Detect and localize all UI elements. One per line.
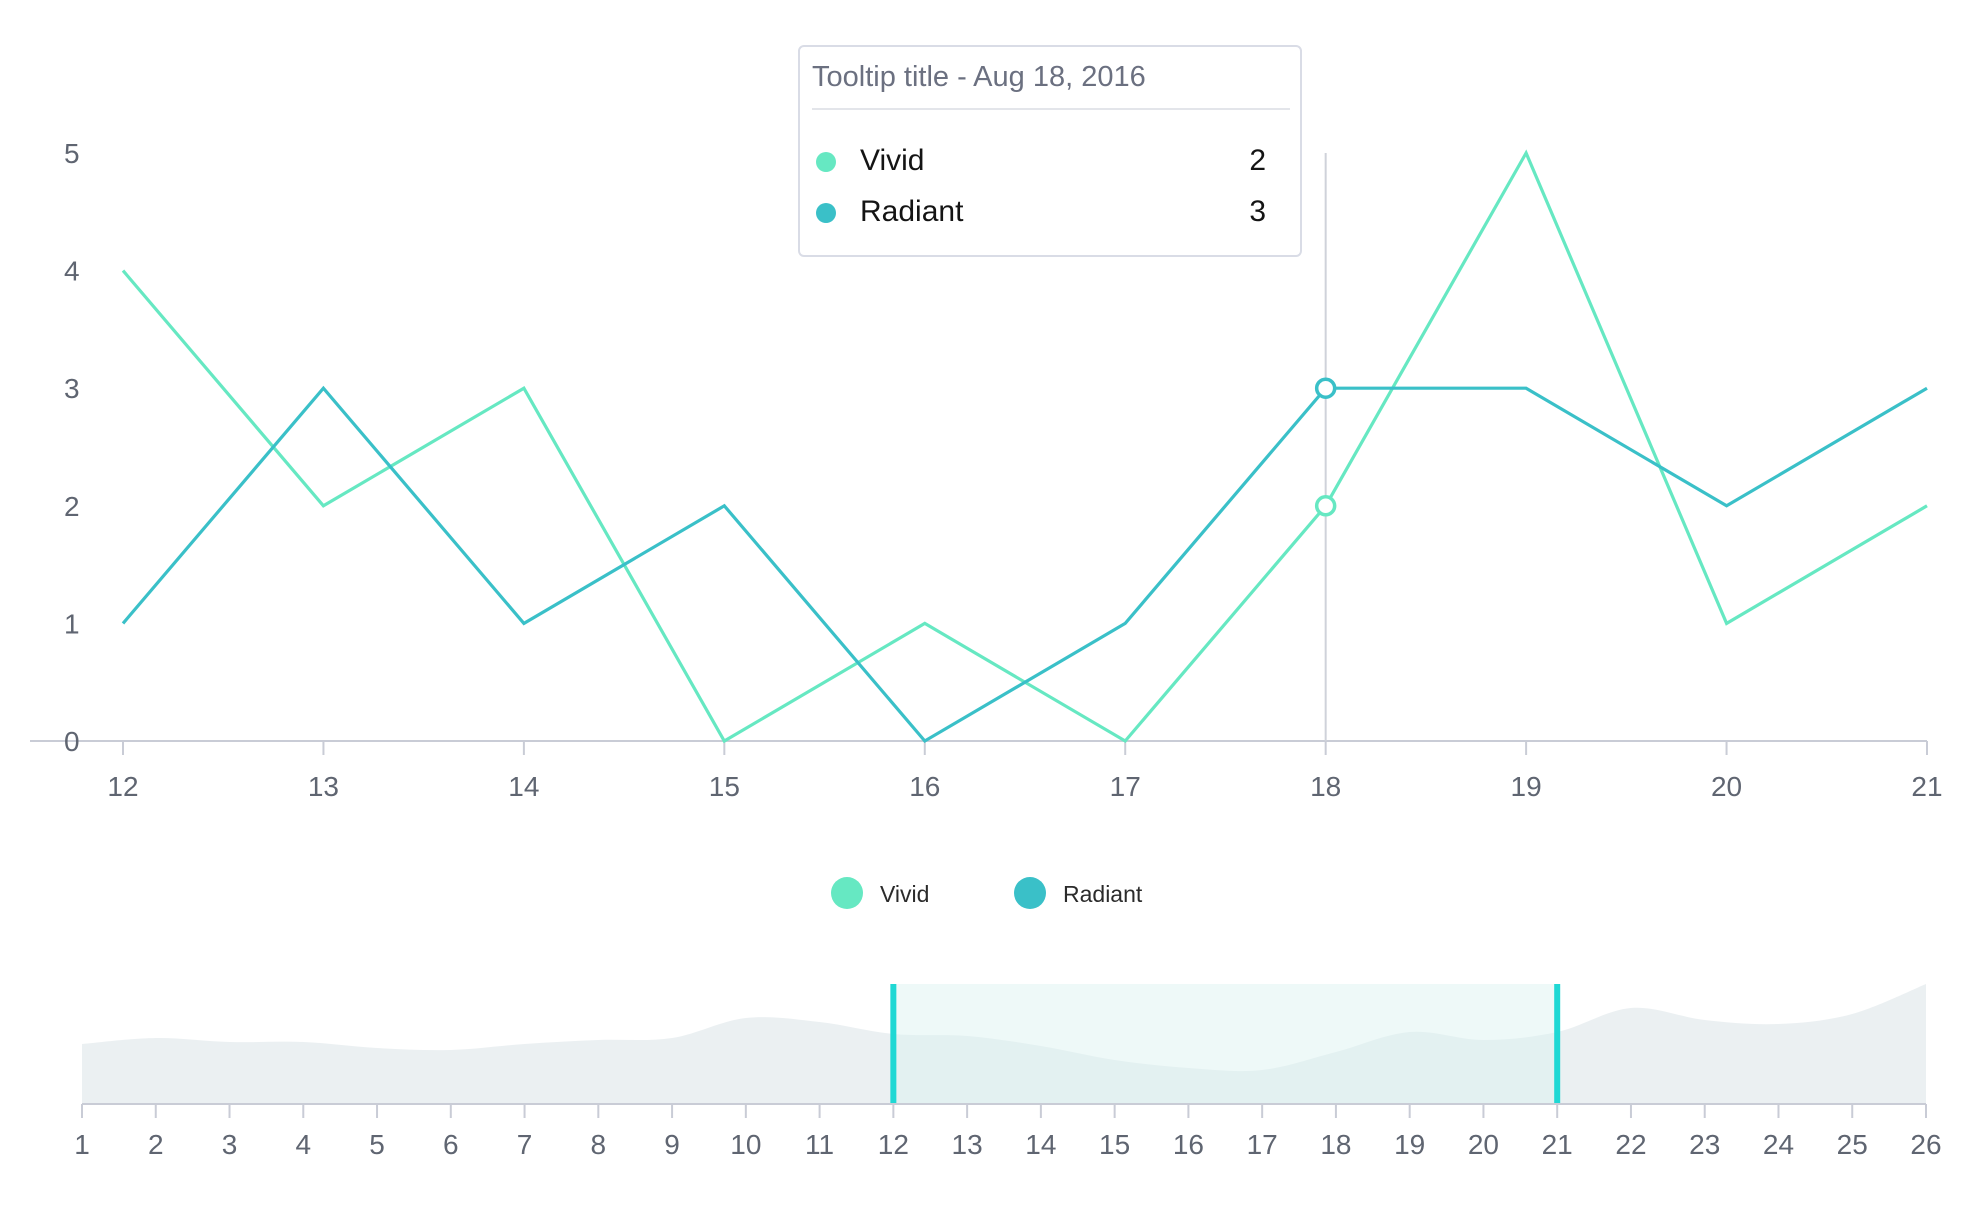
x-tick-label: 15 — [709, 771, 740, 802]
legend-label: Vivid — [880, 881, 929, 907]
y-tick-label: 4 — [64, 256, 80, 287]
tooltip-series-name: Radiant — [860, 195, 964, 228]
brush-tick-label: 17 — [1247, 1129, 1278, 1160]
highlight-point-radiant — [1314, 377, 1337, 399]
x-tick-label: 20 — [1711, 771, 1742, 802]
tooltip-dot-radiant — [816, 203, 836, 223]
brush-tick-label: 4 — [295, 1129, 311, 1160]
brush-tick-label: 21 — [1542, 1129, 1573, 1160]
brush-tick-label: 26 — [1910, 1129, 1941, 1160]
overview-area — [82, 984, 1926, 1104]
brush-tick-label: 12 — [878, 1129, 909, 1160]
brush-tick-label: 8 — [591, 1129, 607, 1160]
legend-marker-radiant — [1014, 877, 1046, 909]
legend-label: Radiant — [1063, 881, 1143, 907]
y-tick-label: 1 — [64, 608, 80, 639]
brush-tick-label: 15 — [1099, 1129, 1130, 1160]
legend: Vivid Radiant — [831, 877, 1143, 909]
legend-marker-vivid — [831, 877, 863, 909]
brush-tick-label: 20 — [1468, 1129, 1499, 1160]
brush-tick-label: 14 — [1025, 1129, 1056, 1160]
brush-tick-label: 22 — [1615, 1129, 1646, 1160]
x-tick-label: 12 — [107, 771, 138, 802]
brush-tick-label: 16 — [1173, 1129, 1204, 1160]
brush-tick-label: 10 — [730, 1129, 761, 1160]
brush-tick-label: 3 — [222, 1129, 238, 1160]
tooltip-series-value: 2 — [1249, 144, 1266, 177]
x-tick-label: 13 — [308, 771, 339, 802]
brush-tick-label: 25 — [1837, 1129, 1868, 1160]
tooltip-row-radiant: Radiant 3 — [816, 193, 1266, 233]
x-tick-label: 14 — [508, 771, 539, 802]
x-tick-label: 21 — [1911, 771, 1942, 802]
x-tick-label: 19 — [1511, 771, 1542, 802]
brush-tick-label: 11 — [805, 1129, 834, 1160]
x-tick-label: 16 — [909, 771, 940, 802]
tooltip-title: Tooltip title - Aug 18, 2016 — [812, 61, 1146, 93]
series-line-radiant — [121, 385, 1928, 744]
highlight-point-vivid — [1314, 495, 1337, 517]
brush-selection — [893, 984, 1558, 1104]
y-tick-label: 3 — [64, 373, 80, 404]
y-tick-label: 5 — [64, 138, 80, 169]
tooltip-dot-vivid — [816, 152, 836, 172]
y-tick-label: 2 — [64, 491, 80, 522]
brush-tick-label: 1 — [74, 1129, 90, 1160]
brush-tick-label: 24 — [1763, 1129, 1794, 1160]
brush-tick-label: 13 — [952, 1129, 983, 1160]
tooltip-divider — [812, 108, 1290, 110]
tooltip-series-name: Vivid — [860, 144, 925, 177]
brush-tick-label: 5 — [369, 1129, 385, 1160]
brush-tick-label: 6 — [443, 1129, 459, 1160]
x-tick-label: 18 — [1310, 771, 1341, 802]
y-tick-label: 0 — [64, 726, 80, 757]
brush-tick-label: 18 — [1320, 1129, 1351, 1160]
x-tick-label: 17 — [1110, 771, 1141, 802]
tooltip-row-vivid: Vivid 2 — [816, 142, 1266, 182]
brush-tick-label: 2 — [148, 1129, 164, 1160]
tooltip-series-value: 3 — [1249, 195, 1266, 228]
range-brush[interactable]: 1 2 3 4 5 6 7 8 9 10 11 12 13 14 15 16 17 18 19 20 21 22 23 24 2… — [74, 984, 1942, 1160]
brush-tick-label: 19 — [1394, 1129, 1425, 1160]
tooltip: Tooltip title - Aug 18, 2016 Vivid 2 Rad… — [798, 45, 1302, 257]
brush-tick-label: 23 — [1689, 1129, 1720, 1160]
brush-tick-label: 7 — [517, 1129, 533, 1160]
brush-tick-label: 9 — [664, 1129, 680, 1160]
